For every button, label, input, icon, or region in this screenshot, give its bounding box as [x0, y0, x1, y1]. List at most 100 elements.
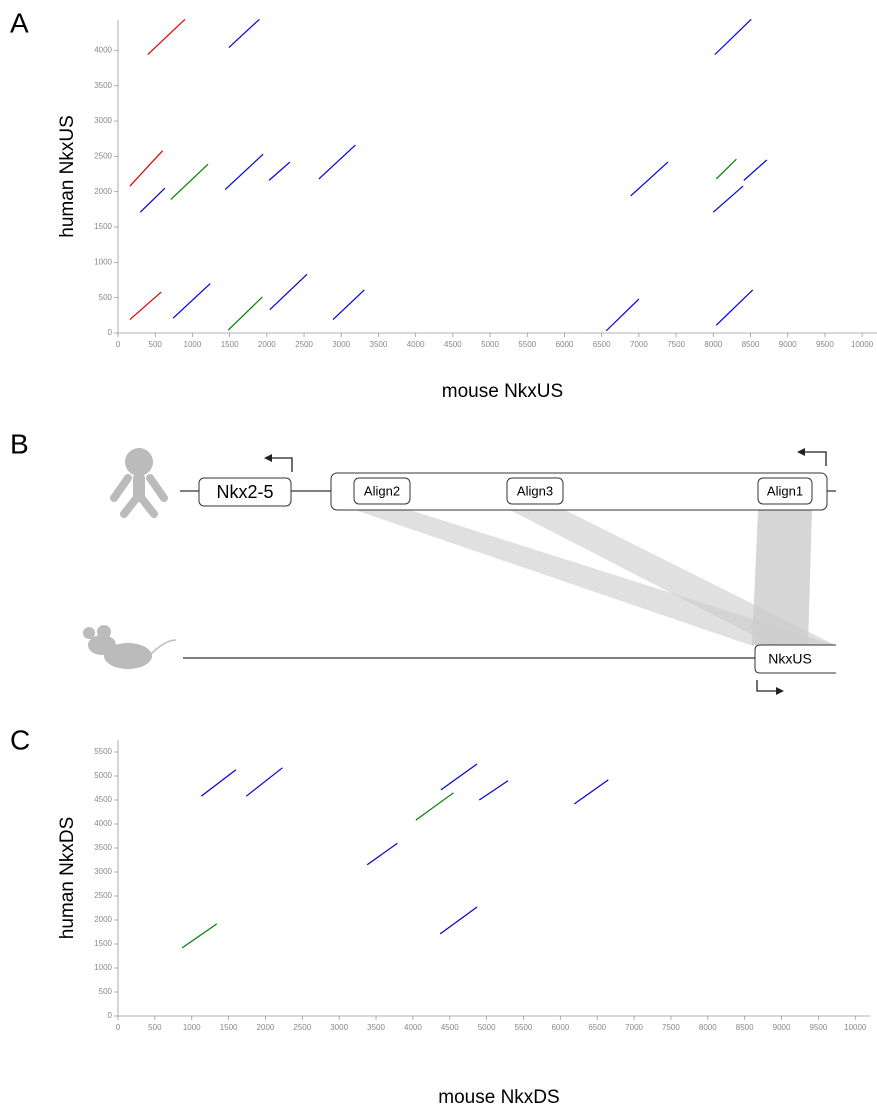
align-box — [757, 477, 813, 505]
align-box — [506, 477, 564, 505]
region-box — [330, 472, 828, 511]
alignment-shade — [752, 510, 812, 645]
x-tick-label: 5500 — [515, 1023, 533, 1032]
y-tick-label: 5000 — [94, 771, 112, 780]
align-box — [353, 477, 411, 505]
x-tick-label: 8500 — [742, 340, 760, 349]
x-tick-label: 1500 — [221, 340, 239, 349]
align-label: Align3 — [517, 483, 553, 498]
x-tick-label: 4000 — [407, 340, 425, 349]
y-tick-label: 500 — [99, 987, 113, 996]
x-tick-label: 3000 — [330, 1023, 348, 1032]
gene-box — [198, 477, 292, 507]
alignment-segment — [269, 273, 308, 311]
human-icon — [110, 448, 168, 518]
x-tick-label: 5500 — [518, 340, 536, 349]
y-tick-label: 2500 — [94, 891, 112, 900]
panel-label: C — [10, 724, 30, 755]
x-tick-label: 2500 — [295, 340, 313, 349]
alignment-segment — [129, 150, 164, 187]
x-tick-label: 3500 — [370, 340, 388, 349]
alignment-segment — [415, 792, 454, 821]
arrow — [756, 680, 780, 692]
alignment-segment — [439, 906, 478, 935]
arrowhead — [797, 448, 805, 456]
y-tick-label: 1000 — [94, 963, 112, 972]
x-tick-label: 8000 — [704, 340, 722, 349]
alignment-segment — [605, 298, 640, 332]
alignment-segment — [318, 144, 356, 180]
alignment-segment — [245, 767, 283, 797]
arrow — [266, 457, 293, 472]
y-axis-label: human NkxDS — [57, 817, 78, 940]
y-tick-label: 3000 — [94, 116, 112, 125]
align-label: Align2 — [364, 483, 400, 498]
x-tick-label: 9000 — [773, 1023, 791, 1032]
x-tick-label: 9500 — [816, 340, 834, 349]
x-tick-label: 2000 — [257, 1023, 275, 1032]
y-tick-label: 2500 — [94, 151, 112, 160]
arrow — [800, 451, 827, 466]
y-tick-label: 1500 — [94, 222, 112, 231]
x-tick-label: 4000 — [404, 1023, 422, 1032]
x-tick-label: 500 — [148, 1023, 162, 1032]
x-tick-label: 2000 — [258, 340, 276, 349]
x-tick-label: 3500 — [367, 1023, 385, 1032]
y-axis-label: human NkxUS — [57, 115, 78, 238]
x-tick-label: 7500 — [662, 1023, 680, 1032]
x-tick-label: 500 — [149, 340, 163, 349]
gene-label: Nkx2-5 — [216, 482, 273, 502]
alignment-segment — [715, 158, 737, 180]
alignment-segment — [712, 185, 744, 213]
x-tick-label: 9000 — [779, 340, 797, 349]
alignment-segment — [170, 163, 209, 200]
alignment-segment — [440, 763, 478, 791]
x-axis-label: mouse NkxUS — [442, 381, 563, 402]
alignment-segment — [743, 159, 768, 181]
y-tick-label: 3500 — [94, 843, 112, 852]
x-tick-label: 1500 — [220, 1023, 238, 1032]
y-tick-label: 4500 — [94, 795, 112, 804]
alignment-segment — [714, 18, 752, 56]
x-tick-label: 5000 — [481, 340, 499, 349]
arrowhead — [264, 454, 272, 462]
y-tick-label: 500 — [99, 293, 113, 302]
x-tick-label: 0 — [116, 1023, 121, 1032]
alignment-segment — [478, 780, 509, 801]
alignment-segment — [147, 18, 186, 56]
x-tick-label: 4500 — [444, 340, 462, 349]
alignment-segment — [172, 283, 211, 319]
arrowhead — [776, 687, 784, 695]
alignment-segment — [630, 161, 669, 197]
y-tick-label: 1500 — [94, 939, 112, 948]
y-tick-label: 4000 — [94, 45, 112, 54]
gene-box — [754, 644, 836, 674]
x-tick-label: 6000 — [551, 1023, 569, 1032]
y-tick-label: 4000 — [94, 819, 112, 828]
x-tick-label: 6500 — [593, 340, 611, 349]
x-tick-label: 4500 — [441, 1023, 459, 1032]
alignment-segment — [129, 291, 162, 321]
alignment-segment — [268, 161, 291, 181]
alignment-segment — [139, 187, 166, 213]
mouse-icon — [83, 625, 177, 669]
gene-label: NkxUS — [768, 651, 812, 667]
x-tick-label: 5000 — [478, 1023, 496, 1032]
x-tick-label: 6500 — [588, 1023, 606, 1032]
x-tick-label: 10000 — [844, 1023, 867, 1032]
y-tick-label: 0 — [108, 1011, 113, 1020]
alignment-segment — [227, 296, 263, 331]
x-tick-label: 7500 — [667, 340, 685, 349]
x-tick-label: 1000 — [184, 340, 202, 349]
diagram: Nkx2-5 Align2 Align3 Align1 NkxUS — [83, 448, 836, 695]
alignment-segment — [228, 18, 260, 48]
alignment-segment — [224, 153, 264, 191]
y-tick-label: 2000 — [94, 915, 112, 924]
x-axis-label: mouse NkxDS — [438, 1087, 559, 1108]
alignment-segment — [332, 289, 365, 321]
y-tick-label: 2000 — [94, 187, 112, 196]
panel-label: A — [10, 7, 29, 38]
y-tick-label: 5500 — [94, 747, 112, 756]
x-tick-label: 10000 — [851, 340, 874, 349]
x-tick-label: 7000 — [625, 1023, 643, 1032]
